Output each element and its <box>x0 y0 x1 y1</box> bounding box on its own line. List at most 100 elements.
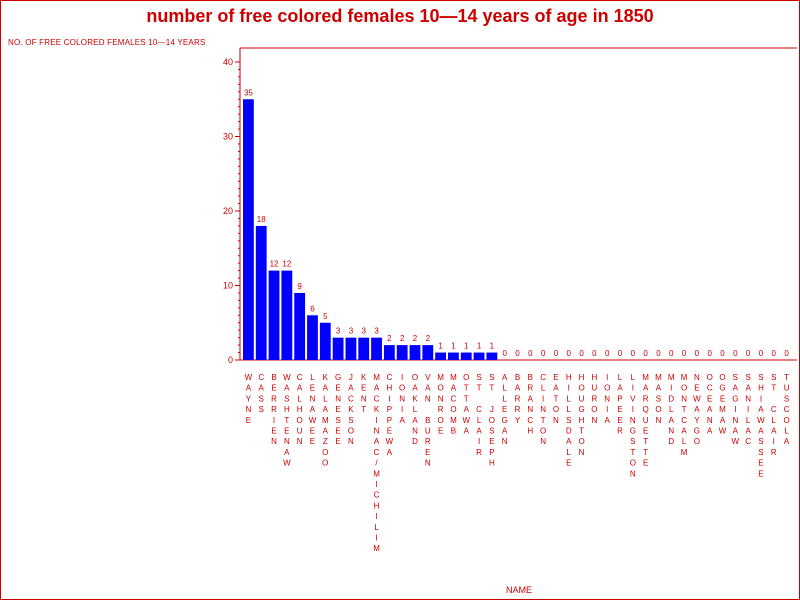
category-label-char: E <box>425 448 430 457</box>
category-label-char: I <box>273 416 275 425</box>
category-label-char: E <box>489 437 494 446</box>
category-label-char: L <box>682 437 687 446</box>
category-label-char: I <box>375 416 377 425</box>
category-label-char: A <box>476 427 482 436</box>
category-label-char: S <box>476 373 481 382</box>
category-label-char: C <box>374 394 380 403</box>
category-label-char: T <box>541 416 546 425</box>
category-label-char: J <box>490 405 494 414</box>
category-label-char: E <box>502 405 507 414</box>
category-label-char: T <box>477 384 482 393</box>
category-label-char: H <box>374 501 380 510</box>
category-label-char: I <box>542 394 544 403</box>
category-label-char: W <box>386 437 394 446</box>
category-label-char: O <box>450 405 456 414</box>
category-label-char: H <box>758 384 764 393</box>
category-label-char: E <box>438 427 443 436</box>
category-label-char: B <box>451 427 456 436</box>
category-label-char: H <box>284 405 290 414</box>
category-label-char: I <box>401 405 403 414</box>
category-label-char: I <box>375 534 377 543</box>
category-label-char: E <box>553 373 558 382</box>
bar <box>345 337 357 360</box>
category-label-char: E <box>335 427 340 436</box>
category-label-char: R <box>643 394 649 403</box>
category-label-char: L <box>669 405 674 414</box>
bar-value-label: 3 <box>374 327 379 336</box>
category-label-char: G <box>630 427 636 436</box>
category-label-char: H <box>489 459 495 468</box>
category-label-char: A <box>502 427 508 436</box>
category-label-char: I <box>375 512 377 521</box>
category-label-char: N <box>399 394 405 403</box>
bar-value-label: 0 <box>631 349 636 358</box>
category-label-char: M <box>681 448 688 457</box>
category-label-char: A <box>656 384 662 393</box>
category-label-char: A <box>733 384 739 393</box>
category-label-char: Z <box>323 437 328 446</box>
category-label-char: A <box>553 384 559 393</box>
category-label-char: H <box>297 405 303 414</box>
category-label-char: A <box>323 384 329 393</box>
category-label-char: M <box>668 373 675 382</box>
category-label-char: W <box>462 416 470 425</box>
category-label-char: O <box>578 437 584 446</box>
category-label-char: D <box>566 427 572 436</box>
bar <box>294 292 306 360</box>
category-label-char: Q <box>643 405 649 414</box>
category-label-char: A <box>758 427 764 436</box>
category-label-char: H <box>527 427 533 436</box>
category-label-char: L <box>567 448 572 457</box>
category-label-char: A <box>745 384 751 393</box>
category-label-char: A <box>284 448 290 457</box>
category-label-char: E <box>758 459 763 468</box>
category-label-char: T <box>464 384 469 393</box>
category-label-char: M <box>373 373 380 382</box>
category-label-char: C <box>681 416 687 425</box>
category-label-char: U <box>643 416 649 425</box>
category-label-char: U <box>591 384 597 393</box>
category-label-char: G <box>719 384 725 393</box>
category-label-char: C <box>297 373 303 382</box>
bar <box>473 352 485 360</box>
category-label-char: N <box>425 394 431 403</box>
bar-value-label: 0 <box>592 349 597 358</box>
bar-value-label: 35 <box>244 88 253 97</box>
category-label-char: P <box>387 416 392 425</box>
category-label-char: N <box>553 416 559 425</box>
bar-value-label: 0 <box>515 349 520 358</box>
category-label-char: N <box>630 416 636 425</box>
bar-value-label: 2 <box>387 334 392 343</box>
category-label-char: I <box>606 405 608 414</box>
category-label-char: A <box>566 437 572 446</box>
category-label-char: O <box>604 384 610 393</box>
category-label-char: M <box>642 373 649 382</box>
category-label-char: W <box>309 416 317 425</box>
bar-value-label: 9 <box>297 282 302 291</box>
category-label-char: A <box>758 405 764 414</box>
category-label-char: R <box>425 437 431 446</box>
bar-value-label: 0 <box>554 349 559 358</box>
category-label-char: T <box>489 384 494 393</box>
category-label-char: S <box>733 373 738 382</box>
category-label-char: L <box>374 523 379 532</box>
category-label-char: C <box>540 373 546 382</box>
category-label-char: E <box>720 394 725 403</box>
category-label-char: A <box>374 384 380 393</box>
bar-value-label: 0 <box>656 349 661 358</box>
bar <box>243 99 254 360</box>
category-label-char: N <box>502 437 508 446</box>
category-label-char: N <box>425 459 431 468</box>
category-label-char: U <box>579 394 585 403</box>
y-tick-label: 30 <box>223 132 233 142</box>
